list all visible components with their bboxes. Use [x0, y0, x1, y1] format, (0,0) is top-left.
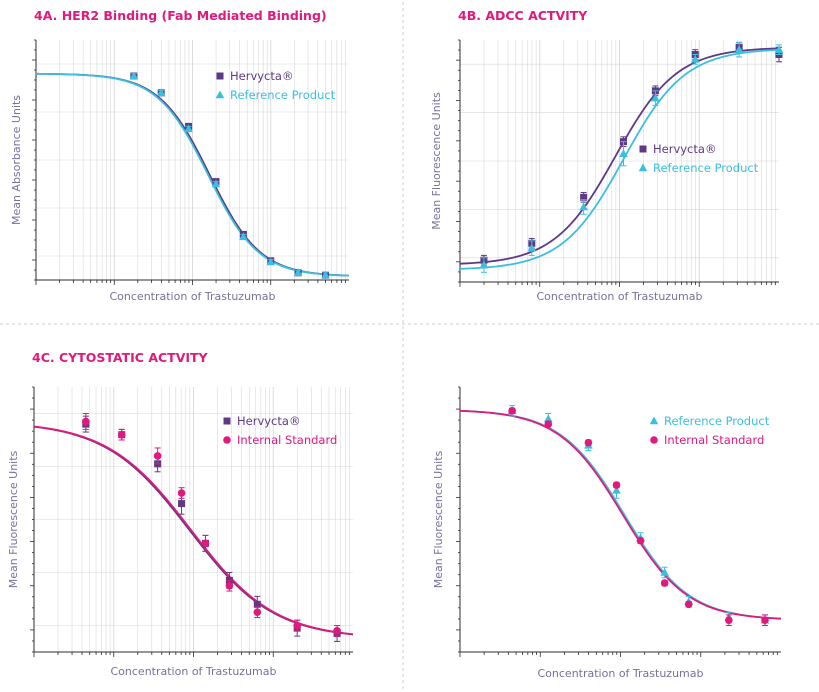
panel-4c: 4C. CYTOSTATIC ACTVITY Concentration of T… [7, 350, 354, 678]
data-point [479, 260, 489, 269]
panel-title: 4C. CYTOSTATIC ACTVITY [32, 350, 209, 365]
legend-label: Internal Standard [664, 433, 764, 447]
x-axis-title: Concentration of Trastuzumab [537, 290, 703, 303]
legend-marker [649, 416, 659, 425]
data-point [579, 202, 588, 211]
data-point [612, 481, 621, 489]
data-point [734, 45, 744, 53]
y-axis-title: Mean Absorbance Units [10, 95, 23, 225]
series-curve [459, 48, 780, 270]
data-point [153, 452, 162, 460]
legend-marker [215, 90, 225, 99]
data-point [636, 536, 645, 545]
panel-4b: 4B. ADCC ACTVITY Concentration of Trastuz… [430, 8, 784, 303]
data-point [580, 193, 588, 201]
legend-label: Hervycta® [230, 69, 293, 83]
data-point [651, 93, 660, 102]
panel-4d: Concentration of Trastuzumab Mean Fluores… [432, 386, 782, 680]
series-curve [459, 47, 780, 265]
data-point [544, 420, 553, 428]
data-point [129, 71, 139, 80]
legend-label: Reference Product [664, 414, 770, 428]
data-point [225, 581, 234, 590]
data-point [82, 417, 90, 426]
panel-title: 4B. ADCC ACTVITY [458, 8, 588, 23]
legend-marker [639, 145, 647, 153]
data-point [293, 268, 303, 277]
legend-marker [216, 72, 224, 80]
data-point [527, 243, 537, 252]
legend-marker [223, 436, 231, 444]
data-point [619, 149, 628, 158]
data-point [508, 407, 516, 415]
data-point [333, 627, 341, 635]
data-point [660, 579, 669, 587]
legend-label: Hervycta® [653, 142, 716, 156]
data-point [690, 54, 700, 63]
data-point [725, 616, 733, 624]
panel-title: 4A. HER2 Binding (Fab Mediated Binding) [34, 8, 327, 23]
data-point [239, 232, 248, 241]
panel-4a: 4A. HER2 Binding (Fab Mediated Binding) C… [10, 8, 350, 303]
data-point [201, 539, 210, 548]
y-axis-title: Mean Fluorescence Units [430, 92, 443, 230]
data-point [156, 88, 166, 97]
data-point [293, 621, 301, 630]
data-point [584, 438, 593, 447]
legend-label: Reference Product [653, 161, 759, 175]
legend-label: Internal Standard [237, 433, 337, 447]
x-axis-title: Concentration of Trastuzumab [538, 667, 704, 680]
x-axis-title: Concentration of Trastuzumab [110, 290, 276, 303]
legend-label: Reference Product [230, 88, 336, 102]
data-point [761, 616, 769, 624]
data-point [266, 257, 276, 266]
data-point [117, 430, 126, 439]
data-point [684, 600, 693, 609]
y-axis-title: Mean Fluorescence Units [7, 450, 20, 588]
data-point [543, 414, 553, 423]
y-axis-title: Mean Fluorescence Units [432, 450, 445, 588]
data-point [177, 489, 186, 497]
legend-marker [638, 163, 648, 172]
legend-marker [650, 436, 658, 444]
data-point [178, 500, 186, 508]
data-point [660, 568, 669, 576]
data-point [612, 485, 621, 494]
data-point [321, 270, 330, 279]
data-point [253, 608, 262, 617]
data-point [211, 179, 221, 188]
x-axis-title: Concentration of Trastuzumab [111, 665, 277, 678]
legend-label: Hervycta® [237, 414, 300, 428]
data-point [253, 600, 261, 608]
legend-marker [223, 417, 231, 425]
data-point [774, 45, 784, 53]
data-point [184, 124, 193, 133]
